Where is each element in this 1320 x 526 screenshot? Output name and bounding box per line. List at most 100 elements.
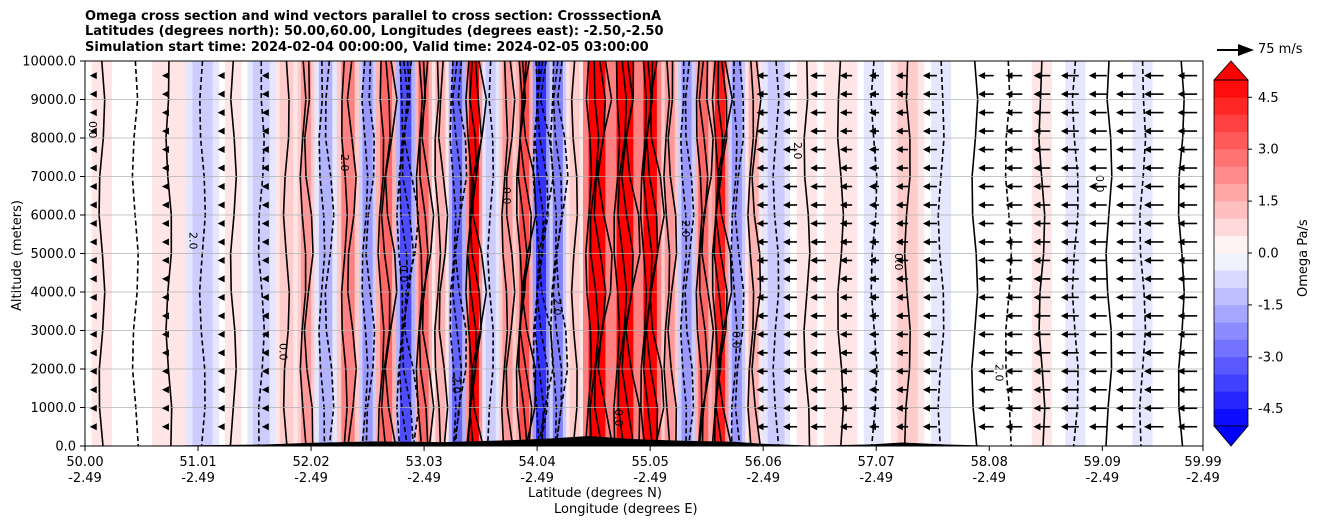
wind-vector bbox=[922, 349, 937, 357]
wind-vector bbox=[89, 109, 97, 117]
wind-vector bbox=[1060, 367, 1079, 375]
wind-vector bbox=[217, 293, 225, 301]
wind-vector bbox=[810, 109, 826, 117]
wind-vector bbox=[810, 72, 826, 80]
contour-label: 2.0 bbox=[338, 154, 351, 172]
wind-vector bbox=[783, 256, 798, 264]
wind-vector bbox=[89, 275, 97, 283]
wind-vector bbox=[839, 164, 853, 172]
wind-vector bbox=[217, 109, 225, 117]
wind-vector bbox=[756, 90, 768, 98]
wind-vector bbox=[1060, 349, 1079, 357]
wind-vector bbox=[783, 275, 798, 283]
wind-vector bbox=[895, 238, 909, 246]
wind-vector bbox=[161, 201, 169, 209]
wind-vector bbox=[810, 330, 826, 338]
wind-vector bbox=[978, 256, 994, 264]
wind-vector bbox=[922, 219, 937, 227]
wind-vector bbox=[261, 423, 269, 431]
wind-vector bbox=[1115, 256, 1136, 264]
wind-vector bbox=[978, 146, 994, 154]
wind-vector bbox=[783, 349, 798, 357]
wind-vector bbox=[1115, 349, 1136, 357]
wind-vector bbox=[1088, 349, 1107, 357]
wind-vector bbox=[1060, 293, 1079, 301]
wind-vector bbox=[1143, 386, 1164, 394]
wind-vector bbox=[161, 349, 169, 357]
x-axis-ticks: 50.00-2.4951.01-2.4952.02-2.4953.03-2.49… bbox=[66, 446, 1222, 486]
wind-vector bbox=[978, 386, 994, 394]
wind-vector bbox=[1088, 367, 1107, 375]
wind-vector bbox=[839, 293, 853, 301]
wind-vector bbox=[261, 386, 269, 394]
contour-label: 2.0 bbox=[450, 376, 463, 394]
wind-vector bbox=[839, 349, 853, 357]
wind-vector bbox=[1115, 219, 1136, 227]
wind-vector bbox=[1033, 127, 1051, 135]
wind-vector bbox=[868, 146, 880, 154]
wind-vector bbox=[783, 386, 798, 394]
wind-vector bbox=[1115, 109, 1136, 117]
wind-vector bbox=[839, 238, 853, 246]
wind-vector bbox=[1177, 367, 1198, 375]
wind-vector bbox=[1143, 330, 1164, 338]
wind-vector bbox=[868, 330, 880, 338]
wind-vector bbox=[895, 349, 909, 357]
wind-vector bbox=[922, 386, 937, 394]
wind-vector bbox=[1088, 90, 1107, 98]
wind-vector bbox=[922, 238, 937, 246]
wind-vector bbox=[978, 423, 994, 431]
wind-vector bbox=[1033, 423, 1051, 431]
colorbar-tick-label: -1.5 bbox=[1258, 298, 1283, 313]
wind-vector bbox=[756, 183, 768, 191]
wind-vector bbox=[1115, 164, 1136, 172]
wind-vector bbox=[1033, 90, 1051, 98]
wind-vector bbox=[868, 349, 880, 357]
contour-label: 0.0 bbox=[892, 253, 905, 271]
x-tick-label-lat: 59.99 bbox=[1184, 455, 1221, 470]
wind-vector bbox=[261, 367, 269, 375]
wind-vector bbox=[810, 312, 826, 320]
wind-vector bbox=[1060, 238, 1079, 246]
contour-label: 2.0 bbox=[791, 142, 804, 160]
wind-vector bbox=[1088, 275, 1107, 283]
wind-vector bbox=[1143, 275, 1164, 283]
wind-vector bbox=[978, 127, 994, 135]
wind-vector bbox=[1115, 275, 1136, 283]
wind-vector bbox=[89, 146, 97, 154]
wind-vector bbox=[161, 312, 169, 320]
colorbar-band bbox=[1214, 114, 1248, 133]
y-tick-label: 5000.0 bbox=[31, 247, 77, 262]
wind-vector bbox=[756, 330, 768, 338]
wind-vector bbox=[1005, 146, 1023, 154]
wind-vector bbox=[868, 201, 880, 209]
wind-vector bbox=[756, 293, 768, 301]
wind-vector bbox=[922, 72, 937, 80]
colorbar-band bbox=[1214, 339, 1248, 358]
colorbar-band bbox=[1214, 166, 1248, 185]
y-tick-label: 8000.0 bbox=[31, 132, 77, 147]
wind-vector bbox=[978, 90, 994, 98]
wind-vector bbox=[810, 238, 826, 246]
wind-vector bbox=[1143, 349, 1164, 357]
x-axis-label-lat: Latitude (degrees N) bbox=[528, 486, 662, 501]
wind-vector bbox=[839, 146, 853, 154]
wind-vector bbox=[161, 423, 169, 431]
wind-vector bbox=[1060, 386, 1079, 394]
wind-vector bbox=[1060, 256, 1079, 264]
wind-vector bbox=[1115, 90, 1136, 98]
wind-vector bbox=[161, 219, 169, 227]
wind-vector bbox=[1143, 238, 1164, 246]
x-tick-label-lat: 56.06 bbox=[745, 455, 782, 470]
contour-label: 0.0 bbox=[1093, 175, 1106, 193]
wind-vector bbox=[217, 201, 225, 209]
wind-vector bbox=[217, 386, 225, 394]
wind-vector bbox=[1005, 367, 1023, 375]
colorbar-band bbox=[1214, 253, 1248, 271]
wind-vector bbox=[1143, 293, 1164, 301]
wind-vector bbox=[1088, 404, 1107, 412]
wind-vector bbox=[810, 386, 826, 394]
wind-vector bbox=[1177, 404, 1198, 412]
wind-vector bbox=[1088, 330, 1107, 338]
wind-vector bbox=[1115, 404, 1136, 412]
